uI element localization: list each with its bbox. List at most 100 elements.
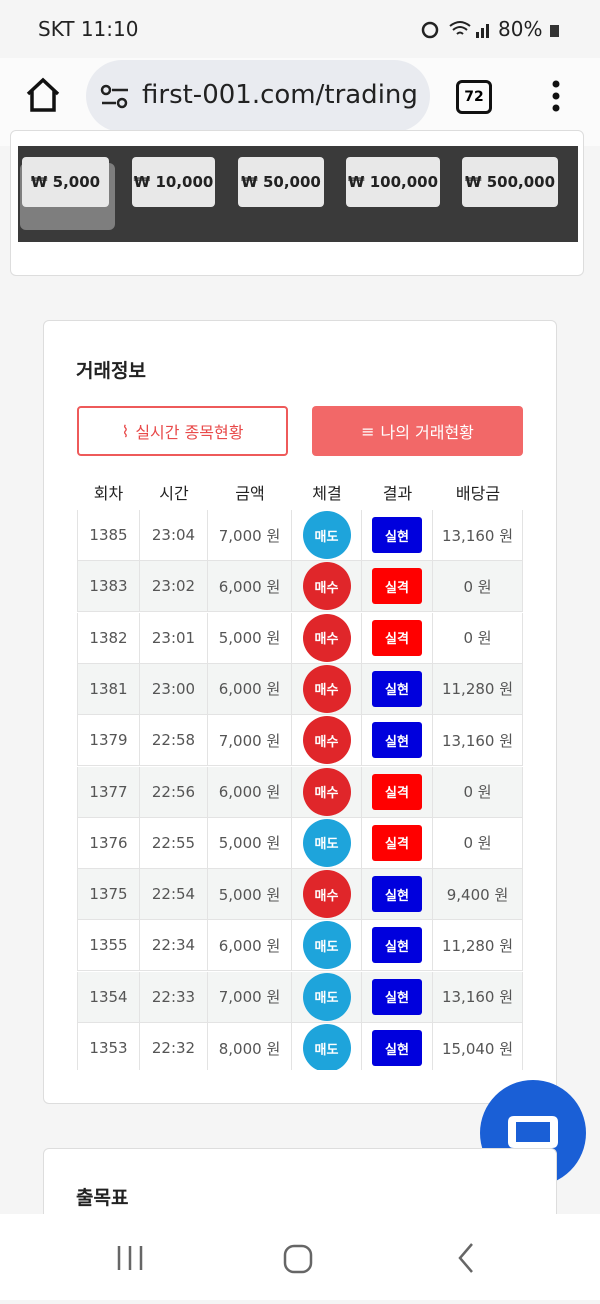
payout-cell: 11,280 원	[433, 663, 523, 715]
round-cell: 1383	[77, 561, 140, 613]
side-cell: 매수	[292, 766, 362, 818]
payout-cell: 13,160 원	[433, 510, 523, 561]
result-cell: 실격	[362, 612, 433, 664]
url-field[interactable]: first-001.com/trading	[86, 60, 430, 132]
round-cell: 1354	[77, 971, 140, 1023]
time-cell: 23:01	[140, 612, 208, 664]
column-header: 배당금	[433, 476, 523, 510]
result-cell: 실현	[362, 510, 433, 561]
column-header: 금액	[208, 476, 292, 510]
side-badge: 매수	[302, 870, 351, 919]
menu-button[interactable]	[548, 78, 564, 114]
nav-bar	[0, 1214, 600, 1300]
chat-icon	[508, 1116, 558, 1158]
round-cell: 1385	[77, 510, 140, 561]
battery-icon	[550, 25, 559, 37]
column-header: 시간	[140, 476, 208, 510]
amount-cell: 8,000 원	[208, 1023, 292, 1070]
time-cell: 22:56	[140, 766, 208, 818]
result-cell: 실현	[362, 971, 433, 1023]
amount-button[interactable]: ₩ 100,000	[346, 157, 440, 207]
side-badge: 매도	[302, 511, 351, 559]
time-cell: 22:54	[140, 869, 208, 921]
amount-cell: 5,000 원	[208, 612, 292, 664]
payout-cell: 15,040 원	[433, 1023, 523, 1070]
round-cell: 1376	[77, 817, 140, 869]
side-badge: 매도	[302, 921, 351, 970]
side-cell: 매도	[292, 510, 362, 561]
amount-cell: 7,000 원	[208, 715, 292, 767]
amount-cell: 5,000 원	[208, 869, 292, 921]
time-cell: 22:58	[140, 715, 208, 767]
amount-cell: 6,000 원	[208, 561, 292, 613]
column-header: 회차	[77, 476, 140, 510]
result-badge: 실현	[372, 927, 422, 964]
realtime-tab[interactable]: ⌇ 실시간 종목현황	[77, 406, 288, 456]
side-badge: 매수	[302, 716, 351, 765]
amount-cell: 6,000 원	[208, 920, 292, 972]
result-badge: 실현	[372, 722, 422, 759]
amount-cell: 6,000 원	[208, 766, 292, 818]
amount-cell: 7,000 원	[208, 510, 292, 561]
section-title: 거래정보	[76, 360, 146, 382]
side-cell: 매도	[292, 1023, 362, 1070]
site-info-icon	[100, 84, 128, 109]
result-badge: 실현	[372, 1030, 422, 1066]
tab-label: 실시간 종목현황	[135, 423, 244, 442]
home-button[interactable]	[24, 76, 62, 114]
status-bar: SKT 11:10 80%	[0, 0, 600, 58]
amount-button[interactable]: ₩ 50,000	[238, 157, 324, 207]
time-cell: 23:02	[140, 561, 208, 613]
payout-cell: 0 원	[433, 766, 523, 818]
result-cell: 실현	[362, 663, 433, 715]
side-cell: 매도	[292, 920, 362, 972]
carrier-time: SKT 11:10	[38, 17, 139, 41]
trade-table: 회차 시간 금액 체결 결과 배당금 1385 23:04 7,000 원 매도 실현 13,160 …	[77, 476, 523, 1070]
side-badge: 매도	[302, 1024, 351, 1070]
side-badge: 매수	[302, 562, 351, 611]
side-cell: 매도	[292, 817, 362, 869]
result-badge: 실현	[372, 978, 422, 1015]
amount-cell: 7,000 원	[208, 971, 292, 1023]
tab-count[interactable]: 72	[456, 80, 492, 114]
payout-cell: 0 원	[433, 561, 523, 613]
amount-button[interactable]: ₩ 10,000	[132, 157, 215, 207]
my-trades-tab[interactable]: ≡ 나의 거래현황	[312, 406, 523, 456]
side-cell: 매수	[292, 663, 362, 715]
result-cell: 실현	[362, 920, 433, 972]
result-cell: 실격	[362, 817, 433, 869]
side-cell: 매도	[292, 971, 362, 1023]
round-cell: 1353	[77, 1023, 140, 1070]
result-cell: 실현	[362, 869, 433, 921]
result-cell: 실격	[362, 561, 433, 613]
amount-button[interactable]: ₩ 500,000	[462, 157, 558, 207]
url-text: first-001.com/trading	[142, 80, 418, 110]
side-badge: 매도	[302, 972, 351, 1021]
result-cell: 실현	[362, 1023, 433, 1070]
result-badge: 실격	[372, 824, 422, 861]
round-cell: 1379	[77, 715, 140, 767]
time-cell: 22:34	[140, 920, 208, 972]
time-cell: 23:00	[140, 663, 208, 715]
payout-cell: 0 원	[433, 817, 523, 869]
status-icons	[421, 21, 489, 39]
time-cell: 22:33	[140, 971, 208, 1023]
time-cell: 22:55	[140, 817, 208, 869]
round-cell: 1355	[77, 920, 140, 972]
side-cell: 매수	[292, 561, 362, 613]
side-cell: 매수	[292, 869, 362, 921]
round-cell: 1382	[77, 612, 140, 664]
result-badge: 실현	[372, 876, 422, 913]
result-cell: 실격	[362, 766, 433, 818]
nav-icons	[117, 1243, 473, 1274]
section-title: 출목표	[76, 1187, 129, 1209]
result-badge: 실현	[372, 670, 422, 707]
payout-cell: 0 원	[433, 612, 523, 664]
round-cell: 1375	[77, 869, 140, 921]
time-cell: 22:32	[140, 1023, 208, 1070]
round-cell: 1377	[77, 766, 140, 818]
tab-label: 나의 거래현황	[380, 423, 474, 442]
amount-button[interactable]: ₩ 5,000	[22, 157, 109, 207]
result-badge: 실현	[372, 517, 422, 553]
payout-cell: 13,160 원	[433, 715, 523, 767]
